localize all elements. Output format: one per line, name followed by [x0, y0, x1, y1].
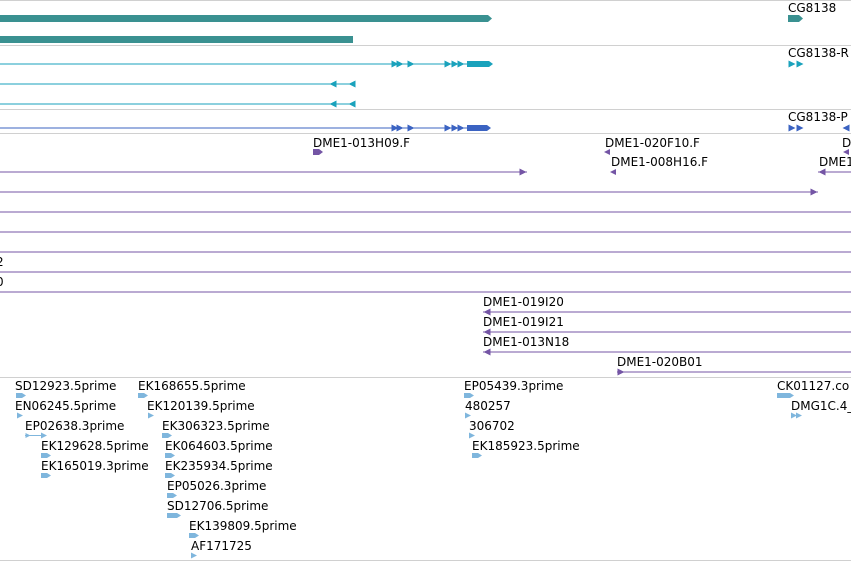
gene-track: CG8138: [0, 1, 836, 43]
gene-feature-bar[interactable]: [788, 15, 803, 22]
clone-label-dme1-013h09-f[interactable]: DME1-013H09.F: [313, 136, 410, 150]
est-label-dmg1c4[interactable]: DMG1C.4_: [791, 399, 851, 413]
clone-label-right-cut-b[interactable]: DME1: [819, 155, 851, 169]
clone-feature-arrow[interactable]: [604, 149, 610, 155]
clone-label-dme1-020b01[interactable]: DME1-020B01: [617, 355, 703, 369]
est-label-306702[interactable]: 306702: [469, 419, 515, 433]
clone-feature-arrow[interactable]: [818, 168, 826, 176]
est-label-ek129628[interactable]: EK129628.5prime: [41, 439, 149, 453]
transcript-track: CG8138-R: [0, 46, 849, 108]
est-label-ek168655[interactable]: EK168655.5prime: [138, 379, 246, 393]
est-label-sd12923[interactable]: SD12923.5prime: [15, 379, 116, 393]
est-feature-bar[interactable]: [165, 473, 175, 478]
transcript-exon-arrow[interactable]: [451, 60, 459, 68]
clone-feature-arrow[interactable]: [610, 169, 616, 175]
est-label-en06245[interactable]: EN06245.5prime: [15, 399, 116, 413]
est-feature-bar[interactable]: [167, 513, 181, 518]
est-feature-arrow[interactable]: [796, 412, 802, 419]
est-feature-arrow[interactable]: [41, 432, 47, 439]
est-feature-bar[interactable]: [777, 393, 794, 398]
est-label-ek139809[interactable]: EK139809.5prime: [189, 519, 297, 533]
transcript-exon-arrow[interactable]: [348, 80, 356, 88]
clone-feature-arrow[interactable]: [519, 168, 527, 176]
protein-exon-arrow[interactable]: [407, 124, 415, 132]
protein-label-cg8138-p[interactable]: CG8138-P: [788, 110, 848, 124]
est-label-ep05026[interactable]: EP05026.3prime: [167, 479, 266, 493]
protein-exon-arrow[interactable]: [444, 124, 452, 132]
clone-feature-arrow[interactable]: [810, 188, 818, 196]
clone-feature-bar[interactable]: [313, 149, 323, 155]
est-feature-arrow[interactable]: [148, 412, 154, 419]
est-feature-arrow[interactable]: [465, 412, 471, 419]
protein-exon-arrow[interactable]: [842, 124, 850, 132]
clone-feature-arrow[interactable]: [843, 149, 849, 155]
est-feature-arrow[interactable]: [191, 552, 197, 559]
est-label-ep05439[interactable]: EP05439.3prime: [464, 379, 563, 393]
est-feature-bar[interactable]: [165, 453, 175, 458]
transcript-exon-arrow[interactable]: [348, 100, 356, 108]
clone-feature-arrow[interactable]: [617, 368, 625, 376]
est-label-ck01127[interactable]: CK01127.co: [777, 379, 849, 393]
clone-label-dme1-020f10-f[interactable]: DME1-020F10.F: [605, 136, 700, 150]
est-feature-bar[interactable]: [41, 453, 51, 458]
protein-exon-arrow[interactable]: [788, 124, 796, 132]
clone-label-right-cut-a[interactable]: D: [842, 136, 851, 150]
clone-label-dme1-019i20[interactable]: DME1-019I20: [483, 295, 564, 309]
est-label-sd12706[interactable]: SD12706.5prime: [167, 499, 268, 513]
est-feature-arrow[interactable]: [469, 432, 475, 439]
est-feature-arrow[interactable]: [17, 412, 23, 419]
transcript-exon-arrow[interactable]: [407, 60, 415, 68]
transcript-exon-arrow[interactable]: [329, 80, 337, 88]
est-label-ek306323[interactable]: EK306323.5prime: [162, 419, 270, 433]
transcript-exon-arrow[interactable]: [444, 60, 452, 68]
clone-label-dme1-008h16-f[interactable]: DME1-008H16.F: [611, 155, 708, 169]
est-label-ep02638[interactable]: EP02638.3prime: [25, 419, 124, 433]
est-feature-bar[interactable]: [189, 533, 199, 538]
protein-exon-arrow[interactable]: [451, 124, 459, 132]
protein-track: CG8138-P: [0, 110, 850, 132]
est-feature-bar[interactable]: [41, 473, 51, 478]
est-label-ek185923[interactable]: EK185923.5prime: [472, 439, 580, 453]
est-feature-bar[interactable]: [16, 393, 26, 398]
transcript-label-cg8138-r[interactable]: CG8138-R: [788, 46, 849, 60]
est-label-ek064603[interactable]: EK064603.5prime: [165, 439, 273, 453]
protein-exon-arrow[interactable]: [796, 124, 804, 132]
protein-exon-block[interactable]: [467, 125, 491, 131]
est-label-ek165019[interactable]: EK165019.3prime: [41, 459, 149, 473]
est-feature-arrow[interactable]: [791, 412, 797, 419]
est-feature-bar[interactable]: [167, 493, 177, 498]
transcript-exon-block[interactable]: [467, 61, 493, 67]
est-label-ek120139[interactable]: EK120139.5prime: [147, 399, 255, 413]
est-feature-bar[interactable]: [138, 393, 148, 398]
clone-label-dme1-013n18[interactable]: DME1-013N18: [483, 335, 569, 349]
protein-exon-arrow[interactable]: [457, 124, 465, 132]
gene-feature-bar[interactable]: [0, 15, 492, 22]
transcript-exon-arrow[interactable]: [329, 100, 337, 108]
transcript-exon-arrow[interactable]: [457, 60, 465, 68]
clone-label-dme1-019i21[interactable]: DME1-019I21: [483, 315, 564, 329]
est-feature-bar[interactable]: [472, 453, 482, 458]
clone-feature-arrow[interactable]: [483, 328, 491, 336]
est-track: SD12923.5prime EN06245.5prime EP02638.3pri…: [15, 379, 851, 559]
protein-exon-arrow[interactable]: [391, 124, 399, 132]
clone-label-left-cut-b[interactable]: 0: [0, 275, 4, 289]
transcript-exon-arrow[interactable]: [796, 60, 804, 68]
est-feature-arrow[interactable]: [25, 433, 31, 438]
protein-exon-arrow[interactable]: [396, 124, 404, 132]
transcript-exon-arrow[interactable]: [391, 60, 399, 68]
clone-feature-arrow[interactable]: [483, 308, 491, 316]
gene-feature-bar[interactable]: [0, 36, 353, 43]
transcript-exon-arrow[interactable]: [396, 60, 404, 68]
est-label-af171725[interactable]: AF171725: [191, 539, 252, 553]
clone-label-left-cut-a[interactable]: 2: [0, 255, 4, 269]
clone-track: DME1-013H09.F DME1-020F10.F D DME1-008H16.F…: [0, 136, 851, 376]
est-label-480257[interactable]: 480257: [465, 399, 511, 413]
transcript-exon-arrow[interactable]: [788, 60, 796, 68]
est-label-ek235934[interactable]: EK235934.5prime: [165, 459, 273, 473]
clone-feature-arrow[interactable]: [483, 348, 491, 356]
gene-label-cg8138[interactable]: CG8138: [788, 1, 836, 15]
est-feature-bar[interactable]: [162, 433, 172, 438]
est-feature-bar[interactable]: [464, 393, 474, 398]
